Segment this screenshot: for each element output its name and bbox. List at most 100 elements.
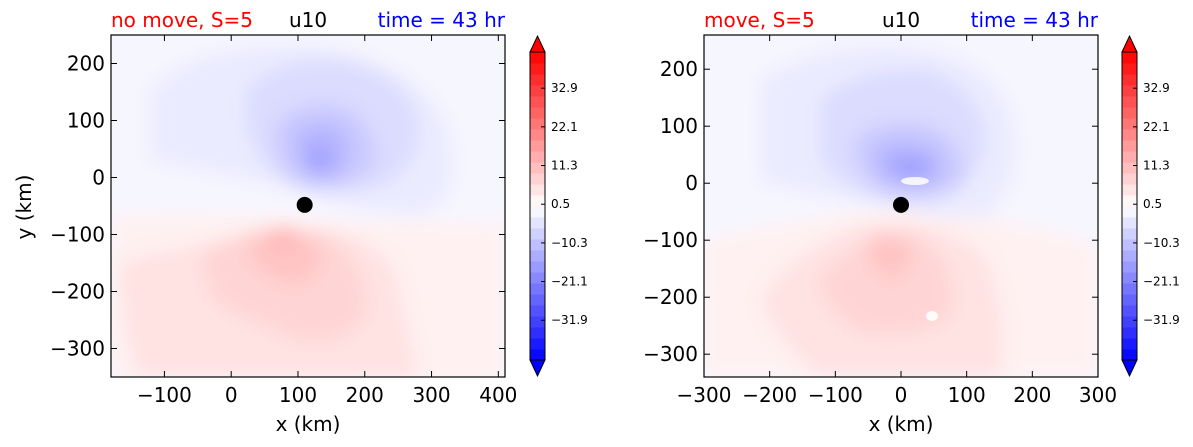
panel1-x-tick-label: 400 xyxy=(479,383,517,407)
panel1-colorbar-segment xyxy=(530,327,545,339)
panel1-colorbar-segment xyxy=(530,74,545,86)
panel1-plot-frame xyxy=(110,34,506,378)
panel2-colorbar-tick-label: −31.9 xyxy=(1143,313,1180,327)
panel1-colorbar-tick-label: 22.1 xyxy=(551,120,578,134)
panel2-colorbar-segment xyxy=(1122,272,1137,284)
panel1-x-ticks: −100 0 100 200 300 400 xyxy=(137,35,517,407)
panel2-colorbar-tick-label: 22.1 xyxy=(1143,120,1170,134)
panel-move: move, S=5 u10 time = 43 hr −300 −200 −100 0… xyxy=(643,8,1180,436)
panel1-y-tick-label: 200 xyxy=(67,52,105,76)
panel1-colorbar-tick-label: −31.9 xyxy=(551,313,588,327)
panel1-colorbar-segment xyxy=(530,294,545,306)
panel2-colorbar-segment xyxy=(1122,162,1137,174)
panel1-contour-field xyxy=(111,35,505,377)
panel1-colorbar-segment xyxy=(530,63,545,75)
panel2-x-ticks: −300 −200 −100 0 100 200 300 xyxy=(677,35,1117,407)
panel2-colorbar-segment xyxy=(1122,228,1137,240)
panel1-x-tick-label: 100 xyxy=(279,383,317,407)
panel1-colorbar-tick-label: 0.5 xyxy=(551,197,570,211)
panel2-colorbar-tick-label: 32.9 xyxy=(1143,81,1170,95)
panel1-colorbar-segment xyxy=(530,107,545,119)
panel2-colorbar-segment xyxy=(1122,217,1137,229)
panel1-colorbar-segment xyxy=(530,129,545,141)
panel2-contour-field xyxy=(704,35,1098,377)
panel1-colorbar-segment xyxy=(530,118,545,130)
panel1-colorbar-segment xyxy=(530,85,545,97)
panel1-colorbar-segment xyxy=(530,162,545,174)
panel1-x-label: x (km) xyxy=(276,412,341,436)
panel2-y-tick-label: −100 xyxy=(643,228,698,252)
panel2-x-label: x (km) xyxy=(869,412,934,436)
panel2-colorbar-segment xyxy=(1122,316,1137,328)
panel2-x-tick-label: 200 xyxy=(1013,383,1051,407)
panel1-colorbar-tick-label: −21.1 xyxy=(551,275,588,289)
panel2-y-ticks: 200 100 0 −100 −200 −300 xyxy=(643,57,1098,366)
panel1-title-left: no move, S=5 xyxy=(111,8,253,32)
panel2-colorbar-segment xyxy=(1122,118,1137,130)
panel2-y-tick-label: 0 xyxy=(685,171,698,195)
panel2-colorbar-segment xyxy=(1122,173,1137,185)
panel2-colorbar-segment xyxy=(1122,140,1137,152)
panel1-colorbar-segment xyxy=(530,239,545,251)
panel1-colorbar-segment xyxy=(530,96,545,108)
panel1-y-ticks: 200 100 0 −100 −200 −300 xyxy=(50,52,505,361)
panel1-colorbar-segment xyxy=(530,316,545,328)
panel1-colorbar-segment xyxy=(530,250,545,262)
panel1-colorbar-segment xyxy=(530,52,545,64)
panel1-y-label: y (km) xyxy=(12,175,36,240)
panel1-colorbar-segment xyxy=(530,272,545,284)
panel1-colorbar-segment xyxy=(530,184,545,196)
panel2-colorbar-segment xyxy=(1122,107,1137,119)
panel2-colorbar-segment xyxy=(1122,195,1137,207)
panel2-colorbar-segment xyxy=(1122,52,1137,64)
panel2-colorbar-tick-label: −10.3 xyxy=(1143,236,1180,250)
panel1-colorbar-segment xyxy=(530,349,545,361)
panel1-colorbar-tick-label: −10.3 xyxy=(551,236,588,250)
panel2-y-tick-label: −300 xyxy=(643,342,698,366)
panel2-colorbar-extend-max xyxy=(1121,34,1138,53)
panel2-y-tick-label: 200 xyxy=(660,57,698,81)
panel2-colorbar-segment xyxy=(1122,283,1137,295)
panel1-title-right: time = 43 hr xyxy=(378,8,506,32)
panel2-colorbar-segment xyxy=(1122,261,1137,273)
panel2-colorbar-segment xyxy=(1122,85,1137,97)
panel2-colorbar-extend-min xyxy=(1121,359,1138,378)
panel2-colorbar-segment xyxy=(1122,63,1137,75)
panel1-y-tick-label: −300 xyxy=(50,337,105,361)
panel1-colorbar-tick-label: 11.3 xyxy=(551,159,578,173)
panel1-colorbar-segment xyxy=(530,217,545,229)
panel2-colorbar-segment xyxy=(1122,338,1137,350)
panel2-colorbar-segment xyxy=(1122,96,1137,108)
panel1-y-tick-label: 0 xyxy=(92,166,105,190)
panel1-colorbar-segment xyxy=(530,173,545,185)
panel1-colorbar-segment xyxy=(530,151,545,163)
panel2-colorbar-segment xyxy=(1122,294,1137,306)
panel1-x-tick-label: 200 xyxy=(346,383,384,407)
panel1-x-tick-label: −100 xyxy=(137,383,192,407)
panel2-x-tick-label: −300 xyxy=(677,383,732,407)
panel2-x-tick-label: 100 xyxy=(948,383,986,407)
panel2-colorbar-tick-label: 0.5 xyxy=(1143,197,1162,211)
panel2-colorbar: 32.9 22.1 11.3 0.5 −10.3 −21.1 −31.9 xyxy=(1121,34,1180,378)
panel2-colorbar-segment xyxy=(1122,239,1137,251)
panel1-colorbar-segment xyxy=(530,305,545,317)
panel2-x-tick-label: 0 xyxy=(895,383,908,407)
panel1-colorbar-segment xyxy=(530,338,545,350)
panel1-colorbar-frame xyxy=(529,51,546,361)
panel2-colorbar-segment xyxy=(1122,74,1137,86)
panel1-colorbar-segment xyxy=(530,140,545,152)
panel1-colorbar-segment xyxy=(530,261,545,273)
panel2-colorbar-segment xyxy=(1122,129,1137,141)
panel2-title-right: time = 43 hr xyxy=(971,8,1099,32)
panel1-title-center: u10 xyxy=(289,8,327,32)
panel1-colorbar-extend-min xyxy=(529,359,546,378)
panel2-colorbar-frame xyxy=(1121,51,1138,361)
panel2-y-tick-label: 100 xyxy=(660,114,698,138)
panel1-colorbar-segment xyxy=(530,206,545,218)
panel1-colorbar-extend-max xyxy=(529,34,546,53)
panel1-y-tick-label: −100 xyxy=(50,223,105,247)
panel-no-move: no move, S=5 u10 time = 43 hr xyxy=(12,8,588,436)
panel2-colorbar-segment xyxy=(1122,250,1137,262)
panel1-y-tick-label: −200 xyxy=(50,280,105,304)
